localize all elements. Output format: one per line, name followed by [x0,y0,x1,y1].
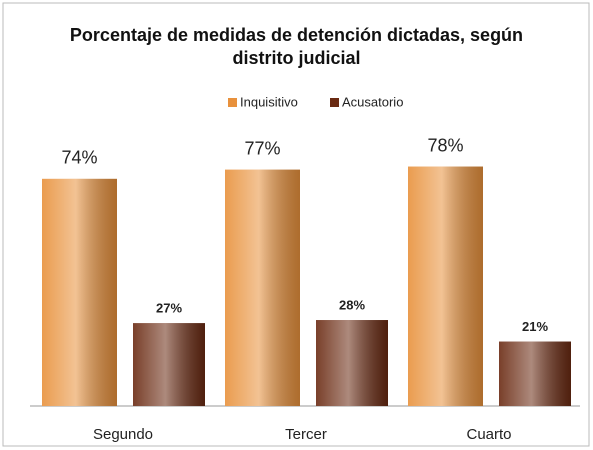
value-label: 21% [522,319,548,334]
legend-label: Inquisitivo [240,94,298,109]
legend-swatch [330,98,339,107]
bar-shine [408,167,483,406]
value-label: 77% [244,138,280,158]
legend-label: Acusatorio [342,94,403,109]
value-label: 28% [339,297,365,312]
bar-shine [133,323,205,406]
value-label: 74% [61,148,97,168]
bar-shine [42,179,117,406]
legend-swatch [228,98,237,107]
bar-shine [316,320,388,406]
value-label: 78% [427,135,463,155]
bar-shine [499,342,571,406]
x-tick-label: Tercer [285,426,327,443]
value-label: 27% [156,301,182,316]
bar-shine [225,170,300,406]
chart-title: Porcentaje de medidas de detención dicta… [40,24,553,70]
x-tick-label: Cuarto [466,426,511,443]
x-tick-label: Segundo [93,426,153,443]
page: Inquisitivo Acusatorio Segundo 74% 27% Tercer… [0,0,593,450]
